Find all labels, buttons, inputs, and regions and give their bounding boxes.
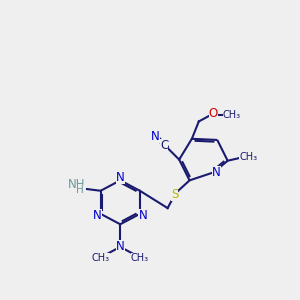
Text: NH: NH <box>68 178 86 191</box>
Text: O: O <box>209 107 218 120</box>
Text: N: N <box>151 130 160 143</box>
Text: N: N <box>116 240 124 254</box>
Text: N: N <box>93 209 102 222</box>
Text: S: S <box>171 188 178 201</box>
Text: CH₃: CH₃ <box>223 110 241 119</box>
Text: N: N <box>212 166 221 179</box>
Text: CH₃: CH₃ <box>131 253 149 263</box>
Text: N: N <box>116 171 124 184</box>
Text: CH₃: CH₃ <box>239 152 257 162</box>
Text: C: C <box>160 139 168 152</box>
Text: H: H <box>76 185 84 195</box>
Text: CH₃: CH₃ <box>92 253 110 263</box>
Text: N: N <box>139 209 147 222</box>
